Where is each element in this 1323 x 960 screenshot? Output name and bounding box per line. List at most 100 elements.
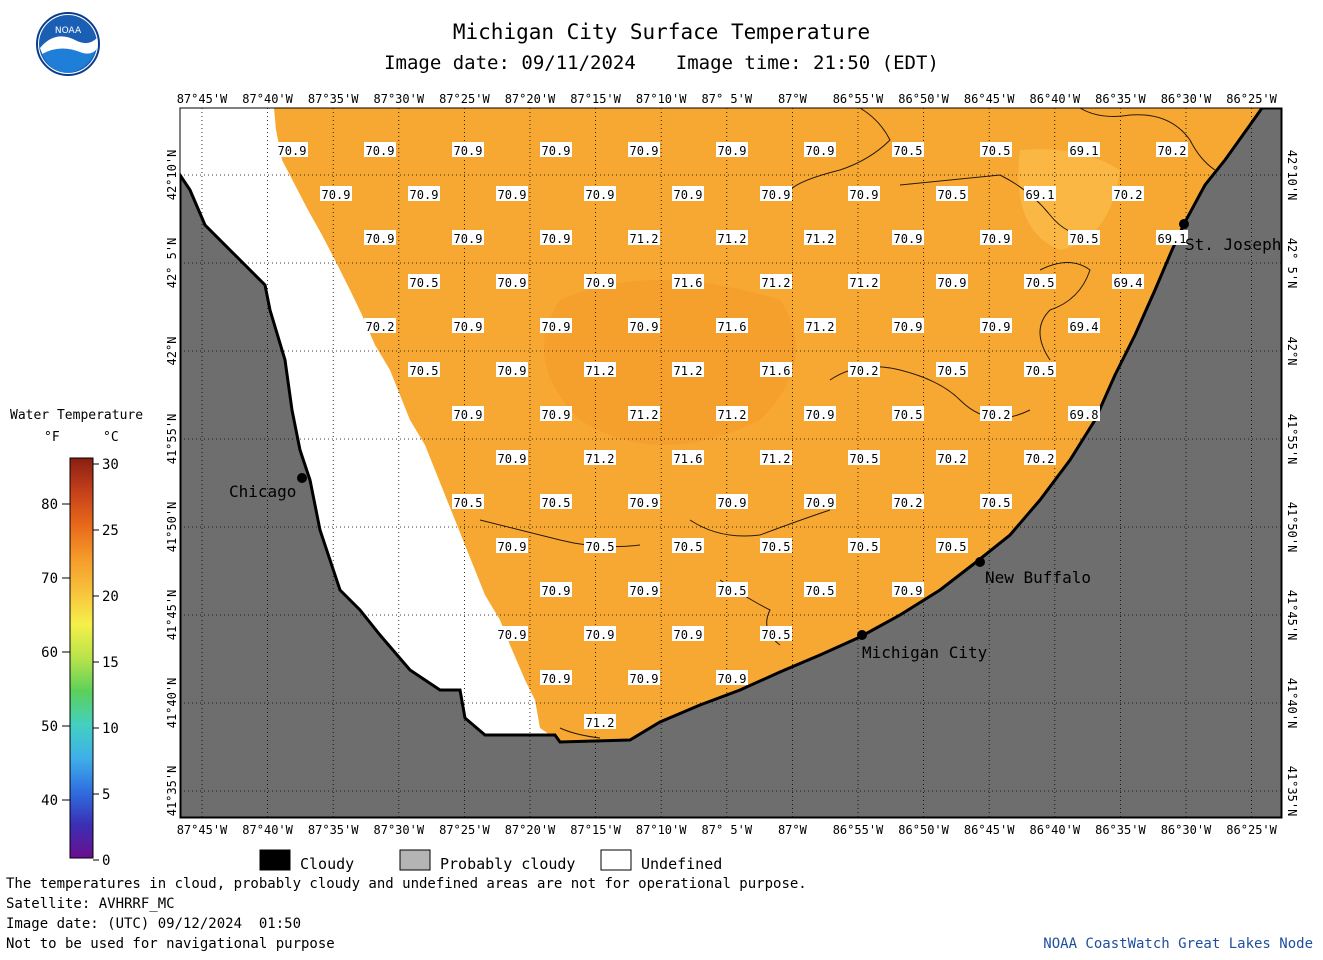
svg-text:70.9: 70.9	[498, 628, 527, 642]
svg-text:70.9: 70.9	[806, 496, 835, 510]
svg-text:70.9: 70.9	[938, 276, 967, 290]
temperature-label: 70.9	[496, 186, 528, 202]
svg-text:70.5: 70.5	[850, 452, 879, 466]
lon-label-top: 87° 5'W	[702, 92, 753, 106]
temperature-label: 70.9	[584, 274, 616, 290]
svg-text:70.9: 70.9	[630, 496, 659, 510]
svg-text:71.2: 71.2	[762, 276, 791, 290]
temperature-label: 70.9	[892, 230, 924, 246]
svg-text:71.2: 71.2	[718, 408, 747, 422]
svg-text:70.9: 70.9	[278, 144, 307, 158]
temperature-label: 71.2	[716, 230, 748, 246]
svg-text:70.9: 70.9	[498, 188, 527, 202]
svg-text:71.2: 71.2	[762, 452, 791, 466]
svg-text:70.2: 70.2	[850, 364, 879, 378]
noaa-logo-icon: NOAA	[36, 12, 100, 76]
svg-text:70.9: 70.9	[806, 144, 835, 158]
svg-text:70.9: 70.9	[630, 144, 659, 158]
temperature-label: 70.2	[980, 406, 1012, 422]
temperature-label: 70.9	[540, 318, 572, 334]
colorbar-tick-f: 80	[41, 497, 58, 513]
svg-text:70.2: 70.2	[982, 408, 1011, 422]
svg-text:70.2: 70.2	[894, 496, 923, 510]
lon-label-top: 87°40'W	[242, 92, 293, 106]
lat-label-right: 41°40'N	[1285, 678, 1299, 729]
svg-text:70.9: 70.9	[630, 584, 659, 598]
lon-label-top: 87°15'W	[570, 92, 621, 106]
temperature-label: 71.2	[628, 230, 660, 246]
colorbar-tick-c: 5	[102, 787, 110, 803]
temperature-label: 71.2	[804, 230, 836, 246]
svg-text:71.2: 71.2	[806, 320, 835, 334]
temperature-label: 71.2	[848, 274, 880, 290]
temperature-label: 70.9	[540, 230, 572, 246]
temperature-label: 70.2	[936, 450, 968, 466]
temperature-label: 70.9	[980, 230, 1012, 246]
svg-text:70.9: 70.9	[542, 320, 571, 334]
lon-label-top: 86°30'W	[1161, 92, 1212, 106]
legend-item: Cloudy	[259, 849, 354, 873]
svg-text:70.9: 70.9	[850, 188, 879, 202]
temperature-label: 69.1	[1024, 186, 1056, 202]
lat-label-right: 41°35'N	[1285, 766, 1299, 817]
lake-water	[274, 108, 1262, 742]
image-datetime: Image date: 09/11/2024 Image time: 21:50 …	[0, 52, 1323, 74]
svg-text:71.2: 71.2	[630, 408, 659, 422]
temperature-label: 70.9	[540, 582, 572, 598]
svg-text:70.5: 70.5	[1070, 232, 1099, 246]
temperature-label: 70.9	[496, 450, 528, 466]
svg-text:70.5: 70.5	[982, 144, 1011, 158]
temperature-label: 70.5	[760, 538, 792, 554]
lon-label-bottom: 87°30'W	[374, 823, 425, 837]
temperature-label: 70.9	[804, 142, 836, 158]
latitude-labels-right: 42°10'N 42° 5'N 42°N 41°55'N 41°50'N 41°45'N 4…	[1285, 150, 1299, 817]
svg-text:70.9: 70.9	[366, 144, 395, 158]
lon-label-bottom: 86°35'W	[1095, 823, 1146, 837]
temperature-label: 70.2	[1024, 450, 1056, 466]
temperature-label: 71.6	[760, 362, 792, 378]
city-name: Chicago	[229, 482, 296, 501]
colorbar-tick-f: 70	[41, 571, 58, 587]
svg-text:70.2: 70.2	[1158, 144, 1187, 158]
lon-label-bottom: 87°45'W	[177, 823, 228, 837]
map-frame	[179, 107, 1283, 819]
lon-label-bottom: 87°40'W	[242, 823, 293, 837]
temperature-label: 70.9	[408, 186, 440, 202]
svg-text:70.5: 70.5	[718, 584, 747, 598]
colorbar-unit-f: °F	[44, 430, 60, 445]
lon-label-top: 86°50'W	[898, 92, 949, 106]
land-east	[180, 108, 1282, 818]
svg-text:70.5: 70.5	[938, 364, 967, 378]
temperature-label: 70.9	[628, 670, 660, 686]
temperature-label: 70.9	[364, 230, 396, 246]
temperature-label: 70.9	[496, 538, 528, 554]
colorbar-tick-c: 10	[102, 721, 119, 737]
lon-label-top: 87°10'W	[636, 92, 687, 106]
temperature-label: 70.5	[892, 142, 924, 158]
temperature-label: 70.9	[628, 142, 660, 158]
svg-text:70.9: 70.9	[762, 188, 791, 202]
page-title: Michigan City Surface Temperature	[452, 20, 871, 44]
svg-text:71.2: 71.2	[586, 452, 615, 466]
svg-text:70.9: 70.9	[718, 144, 747, 158]
legend-item: Probably cloudy	[399, 849, 575, 873]
svg-text:70.5: 70.5	[586, 540, 615, 554]
svg-text:69.4: 69.4	[1114, 276, 1143, 290]
logo-text: NOAA	[55, 26, 82, 36]
lat-label-right: 41°45'N	[1285, 590, 1299, 641]
lat-label-left: 41°55'N	[165, 414, 179, 465]
lat-label-left: 42°N	[165, 337, 179, 366]
svg-text:70.9: 70.9	[586, 276, 615, 290]
colorbar-tick-c: 30	[102, 457, 119, 473]
svg-text:70.5: 70.5	[894, 144, 923, 158]
temperature-label: 70.9	[804, 494, 836, 510]
temperature-label: 70.9	[672, 626, 704, 642]
svg-text:70.9: 70.9	[366, 232, 395, 246]
svg-text:71.2: 71.2	[718, 232, 747, 246]
temperature-label: 70.9	[452, 230, 484, 246]
svg-text:70.5: 70.5	[850, 540, 879, 554]
temperature-label: 70.5	[804, 582, 836, 598]
colorbar-tick-f: 60	[41, 645, 58, 661]
city-markers: Chicago St. Joseph New Buffalo Michigan Cit…	[229, 219, 1281, 662]
lon-label-bottom: 87° 5'W	[702, 823, 753, 837]
